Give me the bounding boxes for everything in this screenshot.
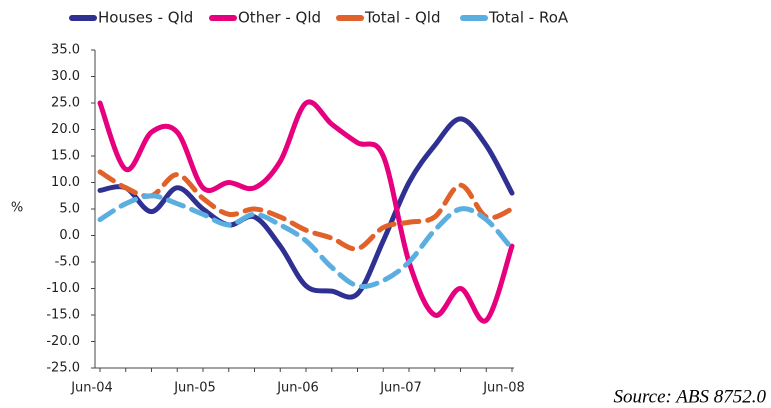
y-axis-label: % xyxy=(11,201,23,216)
line-3 xyxy=(97,193,515,290)
y-tick-label: -25.0 xyxy=(46,361,80,376)
legend-label: Total - Qld xyxy=(364,9,440,27)
x-tick-label: Jun-06 xyxy=(276,381,319,396)
x-tick-label: Jun-04 xyxy=(70,381,113,396)
line-2 xyxy=(97,169,515,252)
line-0 xyxy=(97,116,515,300)
line-1 xyxy=(97,99,515,324)
y-tick-label: 35.0 xyxy=(51,43,80,58)
y-tick-label: 5.0 xyxy=(59,202,80,217)
source: Source: ABS 8752.0 xyxy=(613,386,766,407)
x-tick-label: Jun-07 xyxy=(379,381,422,396)
y-tick-label: 25.0 xyxy=(51,96,80,111)
y-tick-label: -15.0 xyxy=(46,308,80,323)
y-tick-label: 20.0 xyxy=(51,122,80,137)
legend-label: Other - Qld xyxy=(238,9,321,27)
x-tick-label: Jun-08 xyxy=(482,381,525,396)
y-tick-label: 15.0 xyxy=(51,149,80,164)
x-tick-label: Jun-05 xyxy=(173,381,216,396)
legend-label: Houses - Qld xyxy=(98,9,193,27)
y-tick-label: 10.0 xyxy=(51,175,80,190)
y-tick-label: -10.0 xyxy=(46,281,80,296)
y-tick-label: -20.0 xyxy=(46,334,80,349)
legend-label: Total - RoA xyxy=(488,9,569,27)
y-tick-label: 30.0 xyxy=(51,69,80,84)
y-tick-label: 0.0 xyxy=(59,228,80,243)
y-tick-label: -5.0 xyxy=(55,255,80,270)
